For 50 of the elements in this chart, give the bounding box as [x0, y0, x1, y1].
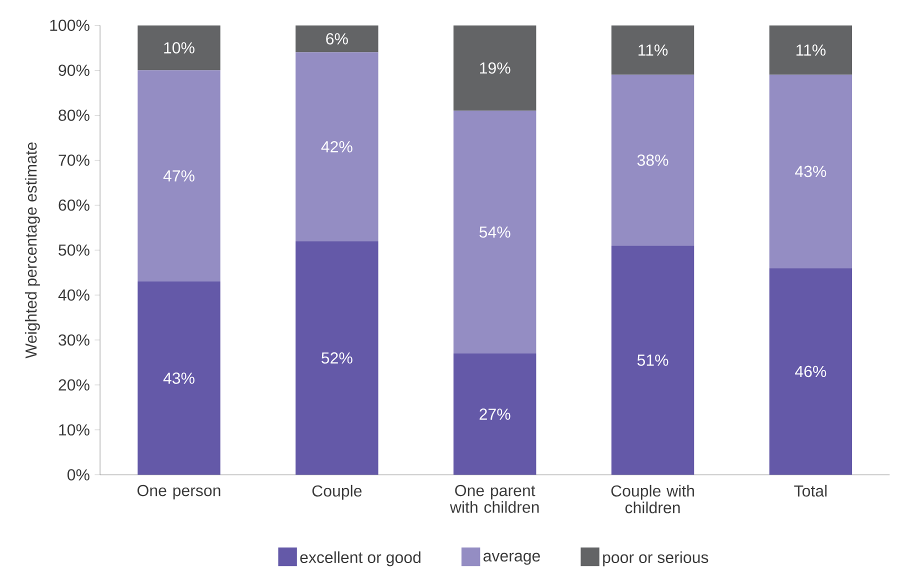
legend-label: poor or serious: [603, 551, 708, 566]
y-tick-label: 50%: [58, 244, 90, 256]
y-tick-label: 90%: [58, 64, 90, 76]
x-tick-label: One parent with children: [450, 484, 539, 513]
y-tick-label: 40%: [58, 289, 90, 301]
data-label: 27%: [480, 408, 510, 420]
x-tick-label: Total: [794, 484, 827, 497]
bar: [296, 52, 378, 242]
y-tick-label: 0%: [67, 469, 90, 481]
data-label: 46%: [795, 366, 826, 378]
bar: [611, 246, 694, 475]
y-tick-label: 30%: [58, 334, 90, 346]
bar: [769, 25, 852, 75]
data-label: 54%: [479, 226, 510, 238]
bar: [296, 241, 378, 475]
data-label: 43%: [795, 166, 826, 178]
x-tick-label: One person: [137, 484, 220, 500]
y-tick-label: 80%: [58, 110, 90, 121]
data-label: 51%: [637, 354, 668, 366]
bar: [296, 25, 378, 52]
legend-label: excellent or good: [300, 551, 420, 566]
legend-label: average: [484, 552, 540, 565]
y-tick-label: 60%: [58, 200, 90, 211]
bar: [454, 110, 536, 354]
y-axis-title: Weighted percentage estimate: [24, 142, 40, 358]
bar: [138, 70, 220, 282]
data-label: 43%: [163, 372, 194, 384]
bar: [769, 268, 852, 475]
bar: [611, 25, 694, 75]
data-label: 10%: [164, 42, 194, 54]
bar: [138, 282, 220, 475]
x-tick-label: Couple with children: [611, 484, 694, 514]
y-tick-label: 10%: [59, 424, 90, 436]
bar: [769, 74, 852, 268]
data-label: 42%: [321, 141, 352, 152]
data-label: 6%: [326, 33, 348, 45]
y-tick-label: 20%: [58, 379, 90, 391]
data-label: 11%: [796, 44, 826, 56]
y-tick-label: 70%: [58, 154, 90, 166]
bar: [454, 25, 536, 111]
bar: [454, 354, 536, 475]
data-label: 52%: [322, 352, 352, 364]
data-label: 47%: [163, 170, 194, 182]
y-tick-label: 100%: [50, 20, 90, 32]
data-label: 38%: [637, 154, 668, 166]
data-label: 11%: [638, 44, 668, 56]
x-tick-label: Couple: [312, 484, 362, 500]
bar: [611, 74, 694, 246]
data-label: 19%: [480, 62, 510, 74]
bar: [138, 25, 220, 70]
